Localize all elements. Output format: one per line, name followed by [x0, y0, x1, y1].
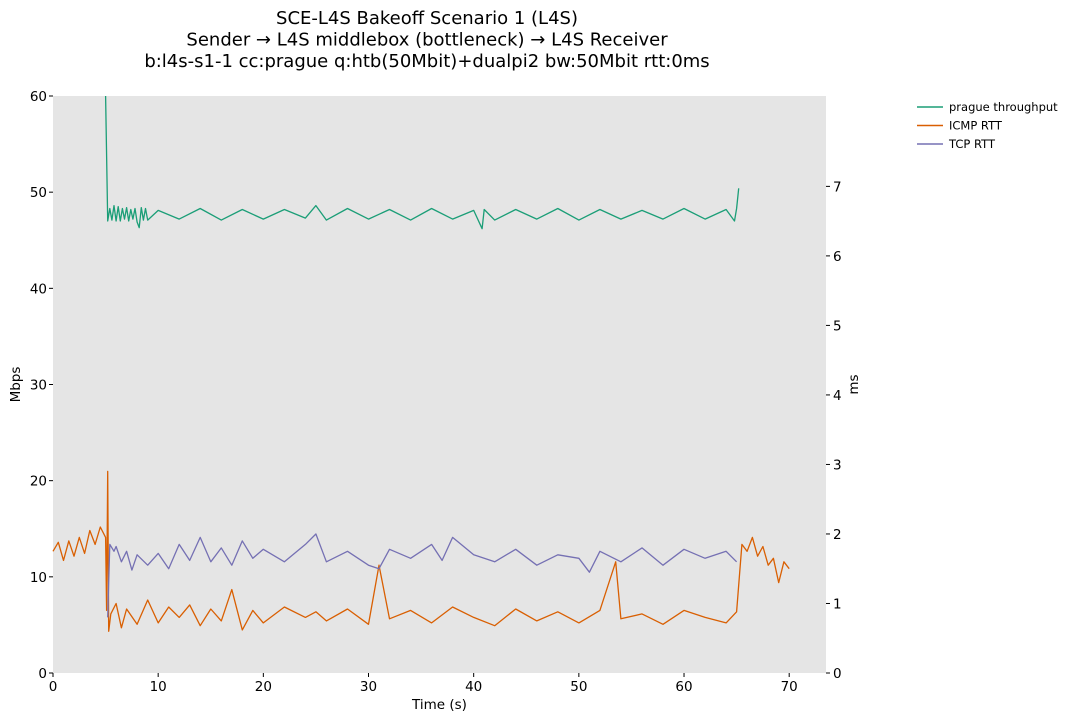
- legend-label: ICMP RTT: [949, 119, 1003, 133]
- series-layer: [52, 95, 790, 632]
- x-axis: 0 10 20 30 40 50 60 70: [49, 673, 798, 695]
- y2-tick-label: 1: [833, 596, 842, 612]
- legend: prague throughput ICMP RTT TCP RTT: [917, 100, 1058, 151]
- x-axis-label: Time (s): [411, 697, 467, 713]
- x-tick-label: 30: [360, 679, 377, 695]
- series-line-2: [107, 533, 738, 618]
- x-tick-label: 60: [675, 679, 692, 695]
- series-line-1: [52, 470, 790, 632]
- y2-tick-label: 5: [833, 318, 842, 334]
- y-axis-right: 0 1 2 3 4 5 6 7: [826, 179, 842, 682]
- title-line-1: SCE-L4S Bakeoff Scenario 1 (L4S): [276, 8, 578, 29]
- legend-label: prague throughput: [949, 100, 1058, 114]
- x-tick-label: 40: [465, 679, 482, 695]
- x-tick-label: 10: [150, 679, 167, 695]
- y-tick-label: 40: [30, 281, 47, 297]
- x-tick-label: 50: [570, 679, 587, 695]
- legend-label: TCP RTT: [948, 137, 996, 151]
- y-tick-label: 50: [30, 185, 47, 201]
- x-tick-label: 20: [255, 679, 272, 695]
- y-tick-label: 10: [30, 570, 47, 586]
- y2-tick-label: 6: [833, 249, 842, 265]
- plot-area: [53, 96, 826, 673]
- y-axis-left: 0 10 20 30 40 50 60: [30, 89, 53, 682]
- x-tick-label: 0: [49, 679, 58, 695]
- title-line-2: Sender → L4S middlebox (bottleneck) → L4…: [186, 30, 668, 51]
- y-tick-label: 60: [30, 89, 47, 105]
- title-line-3: b:l4s-s1-1 cc:prague q:htb(50Mbit)+dualp…: [144, 51, 709, 72]
- y-tick-label: 30: [30, 378, 47, 394]
- y2-tick-label: 4: [833, 388, 842, 404]
- y2-axis-label: ms: [846, 374, 862, 394]
- y2-tick-label: 0: [833, 666, 842, 682]
- y2-tick-label: 7: [833, 179, 842, 195]
- y-tick-label: 20: [30, 474, 47, 490]
- y-axis-label: Mbps: [8, 367, 24, 403]
- y2-tick-label: 3: [833, 457, 842, 473]
- series-line-0: [104, 95, 740, 230]
- y2-tick-label: 2: [833, 527, 842, 543]
- x-tick-label: 70: [781, 679, 798, 695]
- y-tick-label: 0: [38, 666, 47, 682]
- chart-title: SCE-L4S Bakeoff Scenario 1 (L4S)Sender →…: [144, 8, 709, 72]
